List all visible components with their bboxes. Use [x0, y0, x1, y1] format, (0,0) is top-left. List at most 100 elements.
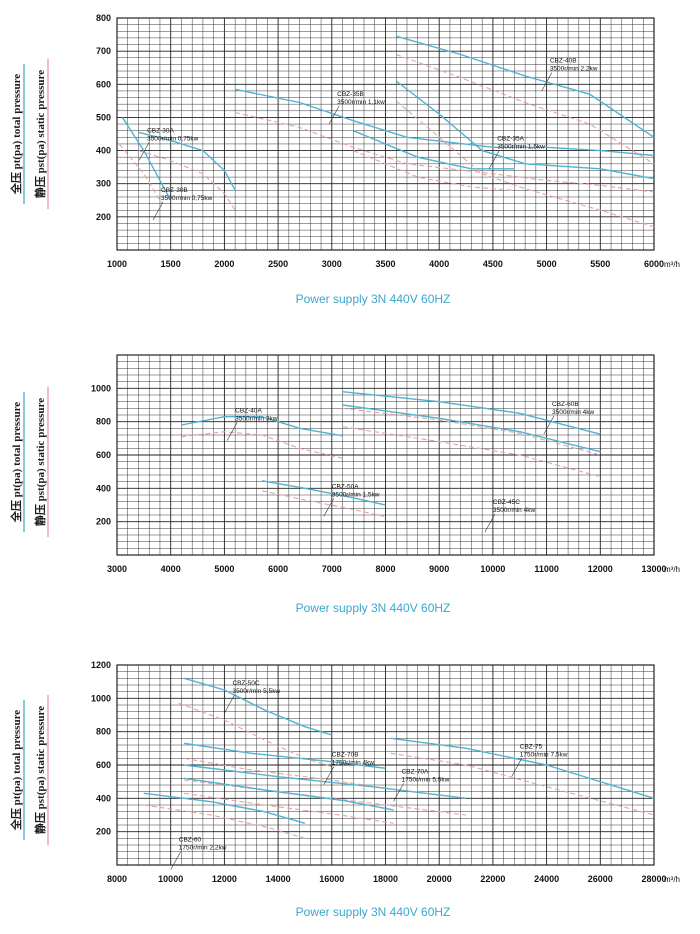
static-pressure-curve: [353, 150, 515, 191]
static-pressure-curve: [138, 150, 236, 211]
x-tick-label: 2500: [268, 259, 288, 269]
chart-panel-1: 200 300 400 500 600 700 800 1000 1500 2000 2500 300…: [9, 13, 680, 306]
annotation-leader: [488, 150, 500, 169]
plot-frame: [116, 17, 655, 251]
x-tick-label: 12000: [588, 564, 613, 574]
total-pressure-curve: [181, 416, 343, 437]
y-label-static: 静压 pst(pa) static pressure: [33, 70, 47, 198]
annotation-leader: [224, 694, 235, 714]
static-pressure-curve: [178, 702, 332, 768]
power-supply-caption: Power supply 3N 440V 60HZ: [296, 601, 451, 615]
x-tick-label: 22000: [480, 874, 505, 884]
x-tick-label: 3000: [107, 564, 127, 574]
x-tick-label: 4000: [161, 564, 181, 574]
x-tick-label: 4500: [483, 259, 503, 269]
x-tick-label: 5500: [590, 259, 610, 269]
total-pressure-curve: [234, 88, 655, 157]
curve-model-label: CBZ-50C: [232, 680, 259, 687]
curve-model-label: CBZ-70A: [402, 768, 429, 775]
x-tick-label: 1500: [161, 259, 181, 269]
curve-model-label: CBZ-40A: [235, 408, 262, 415]
y-axis-labels: 全压 pt(pa) total pressure 静压 pst(pa) stati…: [9, 695, 49, 845]
y-axis-labels: 全压 pt(pa) total pressure 静压 pst(pa) stati…: [9, 387, 49, 537]
x-tick-label: 1000: [107, 259, 127, 269]
x-tick-label: 4000: [429, 259, 449, 269]
x-tick-label: 8000: [107, 874, 127, 884]
x-unit-label: m³/h: [664, 260, 680, 269]
curve-spec-label: 3500r/min 2,2kw: [550, 66, 598, 73]
x-tick-label: 28000: [641, 874, 666, 884]
y-tick-label: 700: [96, 46, 111, 56]
chart-panel-3: 200 400 600 800 1000 1200 8000 10000 12000 14000 1…: [9, 660, 680, 919]
y-tick-label: 1000: [91, 383, 111, 393]
curve-spec-label: 3500r/min 4kw: [493, 507, 536, 514]
x-tick-label: 11000: [534, 564, 559, 574]
power-supply-caption: Power supply 3N 440V 60HZ: [296, 292, 451, 306]
y-label-total: 全压 pt(pa) total pressure: [9, 402, 23, 523]
annotation-leader: [226, 422, 238, 441]
y-tick-label: 200: [96, 212, 111, 222]
x-tick-label: 3500: [375, 259, 395, 269]
grid: [116, 17, 655, 251]
total-pressure-curve: [183, 742, 386, 769]
y-tick-label: 1200: [91, 660, 111, 670]
y-tick-label: 200: [96, 517, 111, 527]
x-tick-label: 10000: [158, 874, 183, 884]
total-pressure-curve: [121, 117, 172, 201]
curve-spec-label: 1750r/min 2,2kw: [179, 845, 227, 852]
total-pressure-curve: [138, 131, 236, 191]
x-tick-label: 6000: [268, 564, 288, 574]
x-tick-label: 16000: [319, 874, 344, 884]
annotation-leader: [323, 766, 335, 785]
power-supply-caption: Power supply 3N 440V 60HZ: [296, 905, 451, 919]
curve-model-label: CBZ-35B: [337, 91, 364, 98]
static-pressure-curve: [396, 53, 655, 165]
y-label-total: 全压 pt(pa) total pressure: [9, 74, 23, 195]
x-tick-label: 26000: [588, 874, 613, 884]
y-tick-label: 600: [96, 79, 111, 89]
x-unit-label: m³/h: [664, 565, 680, 574]
x-tick-label: 24000: [534, 874, 559, 884]
plot-frame: [116, 354, 655, 556]
static-pressure-curve: [390, 752, 655, 816]
x-tick-label: 12000: [212, 874, 237, 884]
y-tick-label: 300: [96, 179, 111, 189]
y-tick-label: 400: [96, 793, 111, 803]
total-pressure-curve: [342, 391, 601, 435]
y-tick-label: 200: [96, 827, 111, 837]
curve-model-label: CBZ-45C: [493, 499, 520, 506]
static-pressure-curve: [118, 143, 163, 204]
curve-model-label: CBZ-50A: [332, 483, 359, 490]
y-axis-labels: 全压 pt(pa) total pressure 静压 pst(pa) stati…: [9, 59, 49, 209]
x-tick-label: 14000: [266, 874, 291, 884]
y-label-total: 全压 pt(pa) total pressure: [9, 710, 23, 831]
x-tick-label: 6000: [644, 259, 664, 269]
curve-model-label: CBZ-30B: [161, 187, 188, 194]
total-pressure-curve: [261, 480, 386, 506]
curve-model-label: CBZ-60: [179, 837, 202, 844]
x-tick-label: 13000: [641, 564, 666, 574]
static-pressure-curve: [184, 792, 394, 824]
x-tick-label: 9000: [429, 564, 449, 574]
x-tick-label: 10000: [480, 564, 505, 574]
static-pressure-curve: [234, 111, 655, 193]
static-pressure-curve: [184, 779, 467, 816]
x-tick-label: 2000: [214, 259, 234, 269]
x-tick-label: 7000: [322, 564, 342, 574]
annotation-leader: [484, 514, 496, 533]
curve-model-label: CBZ-30A: [147, 127, 174, 134]
curve-spec-label: 3500r/min 3kw: [235, 416, 278, 423]
y-label-static: 静压 pst(pa) static pressure: [33, 398, 47, 526]
static-pressure-curve: [181, 431, 343, 459]
annotation-leader: [543, 415, 555, 434]
annotation-leader: [511, 758, 523, 777]
total-pressure-curve: [183, 777, 394, 811]
annotation-leader: [328, 105, 340, 125]
annotation-leader: [138, 142, 150, 161]
y-tick-label: 400: [96, 483, 111, 493]
static-pressure-curve: [342, 426, 601, 478]
annotation-leader: [393, 783, 404, 802]
curve-spec-label: 3500r/min 0,75kw: [147, 135, 199, 142]
x-tick-label: 5000: [214, 564, 234, 574]
